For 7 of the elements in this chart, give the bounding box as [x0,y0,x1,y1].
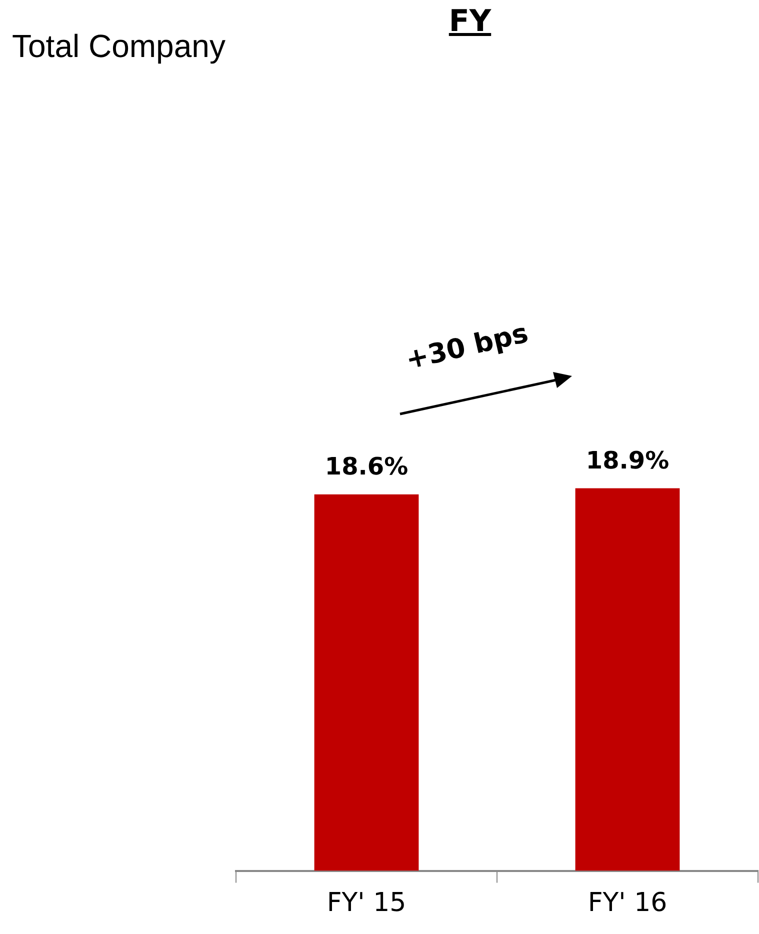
data-label: 18.9% [586,446,670,474]
data-label: 18.6% [324,452,408,481]
x-tick-label: FY' 16 [588,888,668,918]
text: Total Company [12,28,226,65]
text: +30 bps [403,318,532,376]
x-tick-label: FY' 15 [326,888,406,918]
chart-title: FY [448,4,492,39]
